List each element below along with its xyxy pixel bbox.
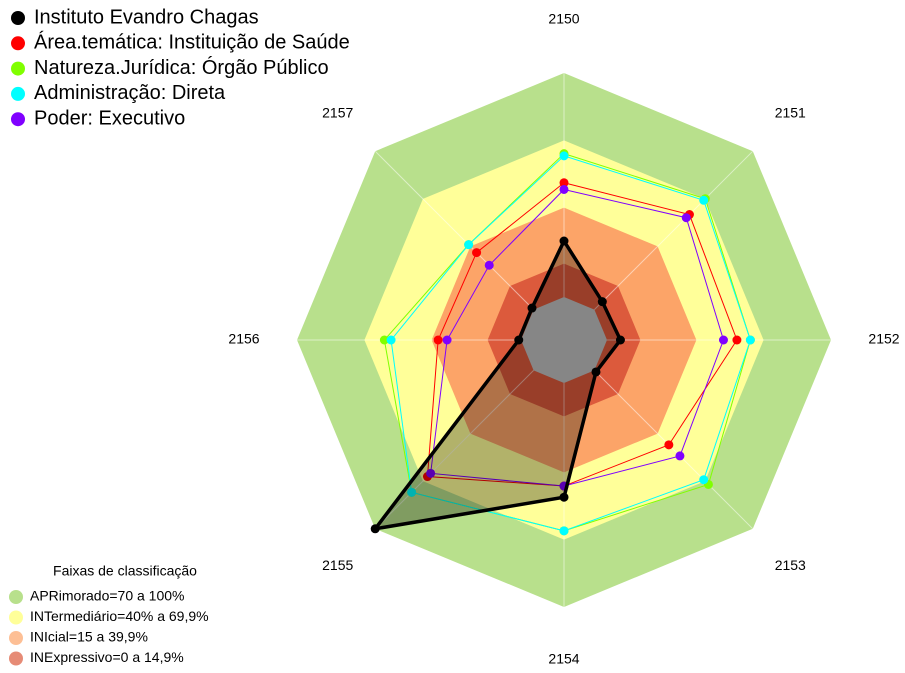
category-label: 2154 — [548, 651, 579, 667]
point — [559, 178, 569, 188]
point — [699, 195, 709, 205]
band-legend-marker — [9, 590, 23, 604]
point — [718, 335, 728, 345]
legend-label: Administração: Direta — [34, 82, 226, 104]
point — [615, 335, 625, 345]
legend-marker — [11, 36, 25, 51]
legend-marker — [11, 86, 25, 101]
point — [527, 303, 537, 313]
point — [591, 367, 601, 377]
category-label: 2153 — [775, 557, 806, 573]
point — [732, 335, 742, 345]
band-legend-label: INIcial=15 a 39,9% — [30, 629, 148, 645]
point — [426, 468, 436, 478]
category-label: 2151 — [775, 104, 806, 120]
legend-marker — [11, 112, 25, 127]
band-legend-label: INExpressivo=0 a 14,9% — [30, 649, 184, 665]
band-legend-marker — [9, 651, 23, 666]
point — [675, 451, 685, 461]
point — [514, 335, 524, 345]
band-legend-title: Faixas de classificação — [53, 563, 197, 579]
point — [407, 487, 417, 497]
spoke — [594, 150, 754, 310]
band-legend-label: APRimorado=70 a 100% — [30, 588, 185, 604]
band-legend-marker — [9, 631, 23, 645]
point — [386, 335, 396, 345]
point — [379, 335, 389, 345]
point — [433, 335, 443, 345]
category-label: 2157 — [322, 104, 353, 120]
spoke — [594, 370, 754, 530]
point — [699, 475, 709, 485]
legend-label: Instituto Evandro Chagas — [34, 6, 259, 28]
legend-label: Área.temática: Instituição de Saúde — [34, 31, 350, 54]
point — [442, 335, 452, 345]
point — [484, 260, 494, 270]
spoke — [374, 370, 534, 530]
point — [559, 526, 569, 536]
point — [559, 184, 569, 194]
legend-marker — [11, 61, 25, 76]
point — [559, 492, 569, 502]
category-label: 2152 — [868, 331, 899, 347]
legend-label: Natureza.Jurídica: Órgão Público — [34, 56, 329, 79]
legend-label: Poder: Executivo — [34, 107, 185, 129]
category-label: 2150 — [548, 11, 579, 27]
point — [597, 297, 607, 307]
point — [464, 240, 474, 250]
category-label: 2155 — [322, 557, 353, 573]
point — [745, 335, 755, 345]
point — [472, 248, 482, 258]
center-hole — [521, 297, 607, 383]
category-label: 2156 — [228, 331, 259, 347]
legend-marker — [11, 11, 25, 25]
band-legend-marker — [9, 610, 23, 625]
point — [664, 440, 674, 450]
spoke — [374, 150, 534, 310]
point — [559, 236, 569, 246]
point — [370, 524, 380, 534]
point — [559, 151, 569, 161]
band-legend-label: INTermediário=40% a 69,9% — [30, 608, 209, 624]
point — [681, 213, 691, 223]
